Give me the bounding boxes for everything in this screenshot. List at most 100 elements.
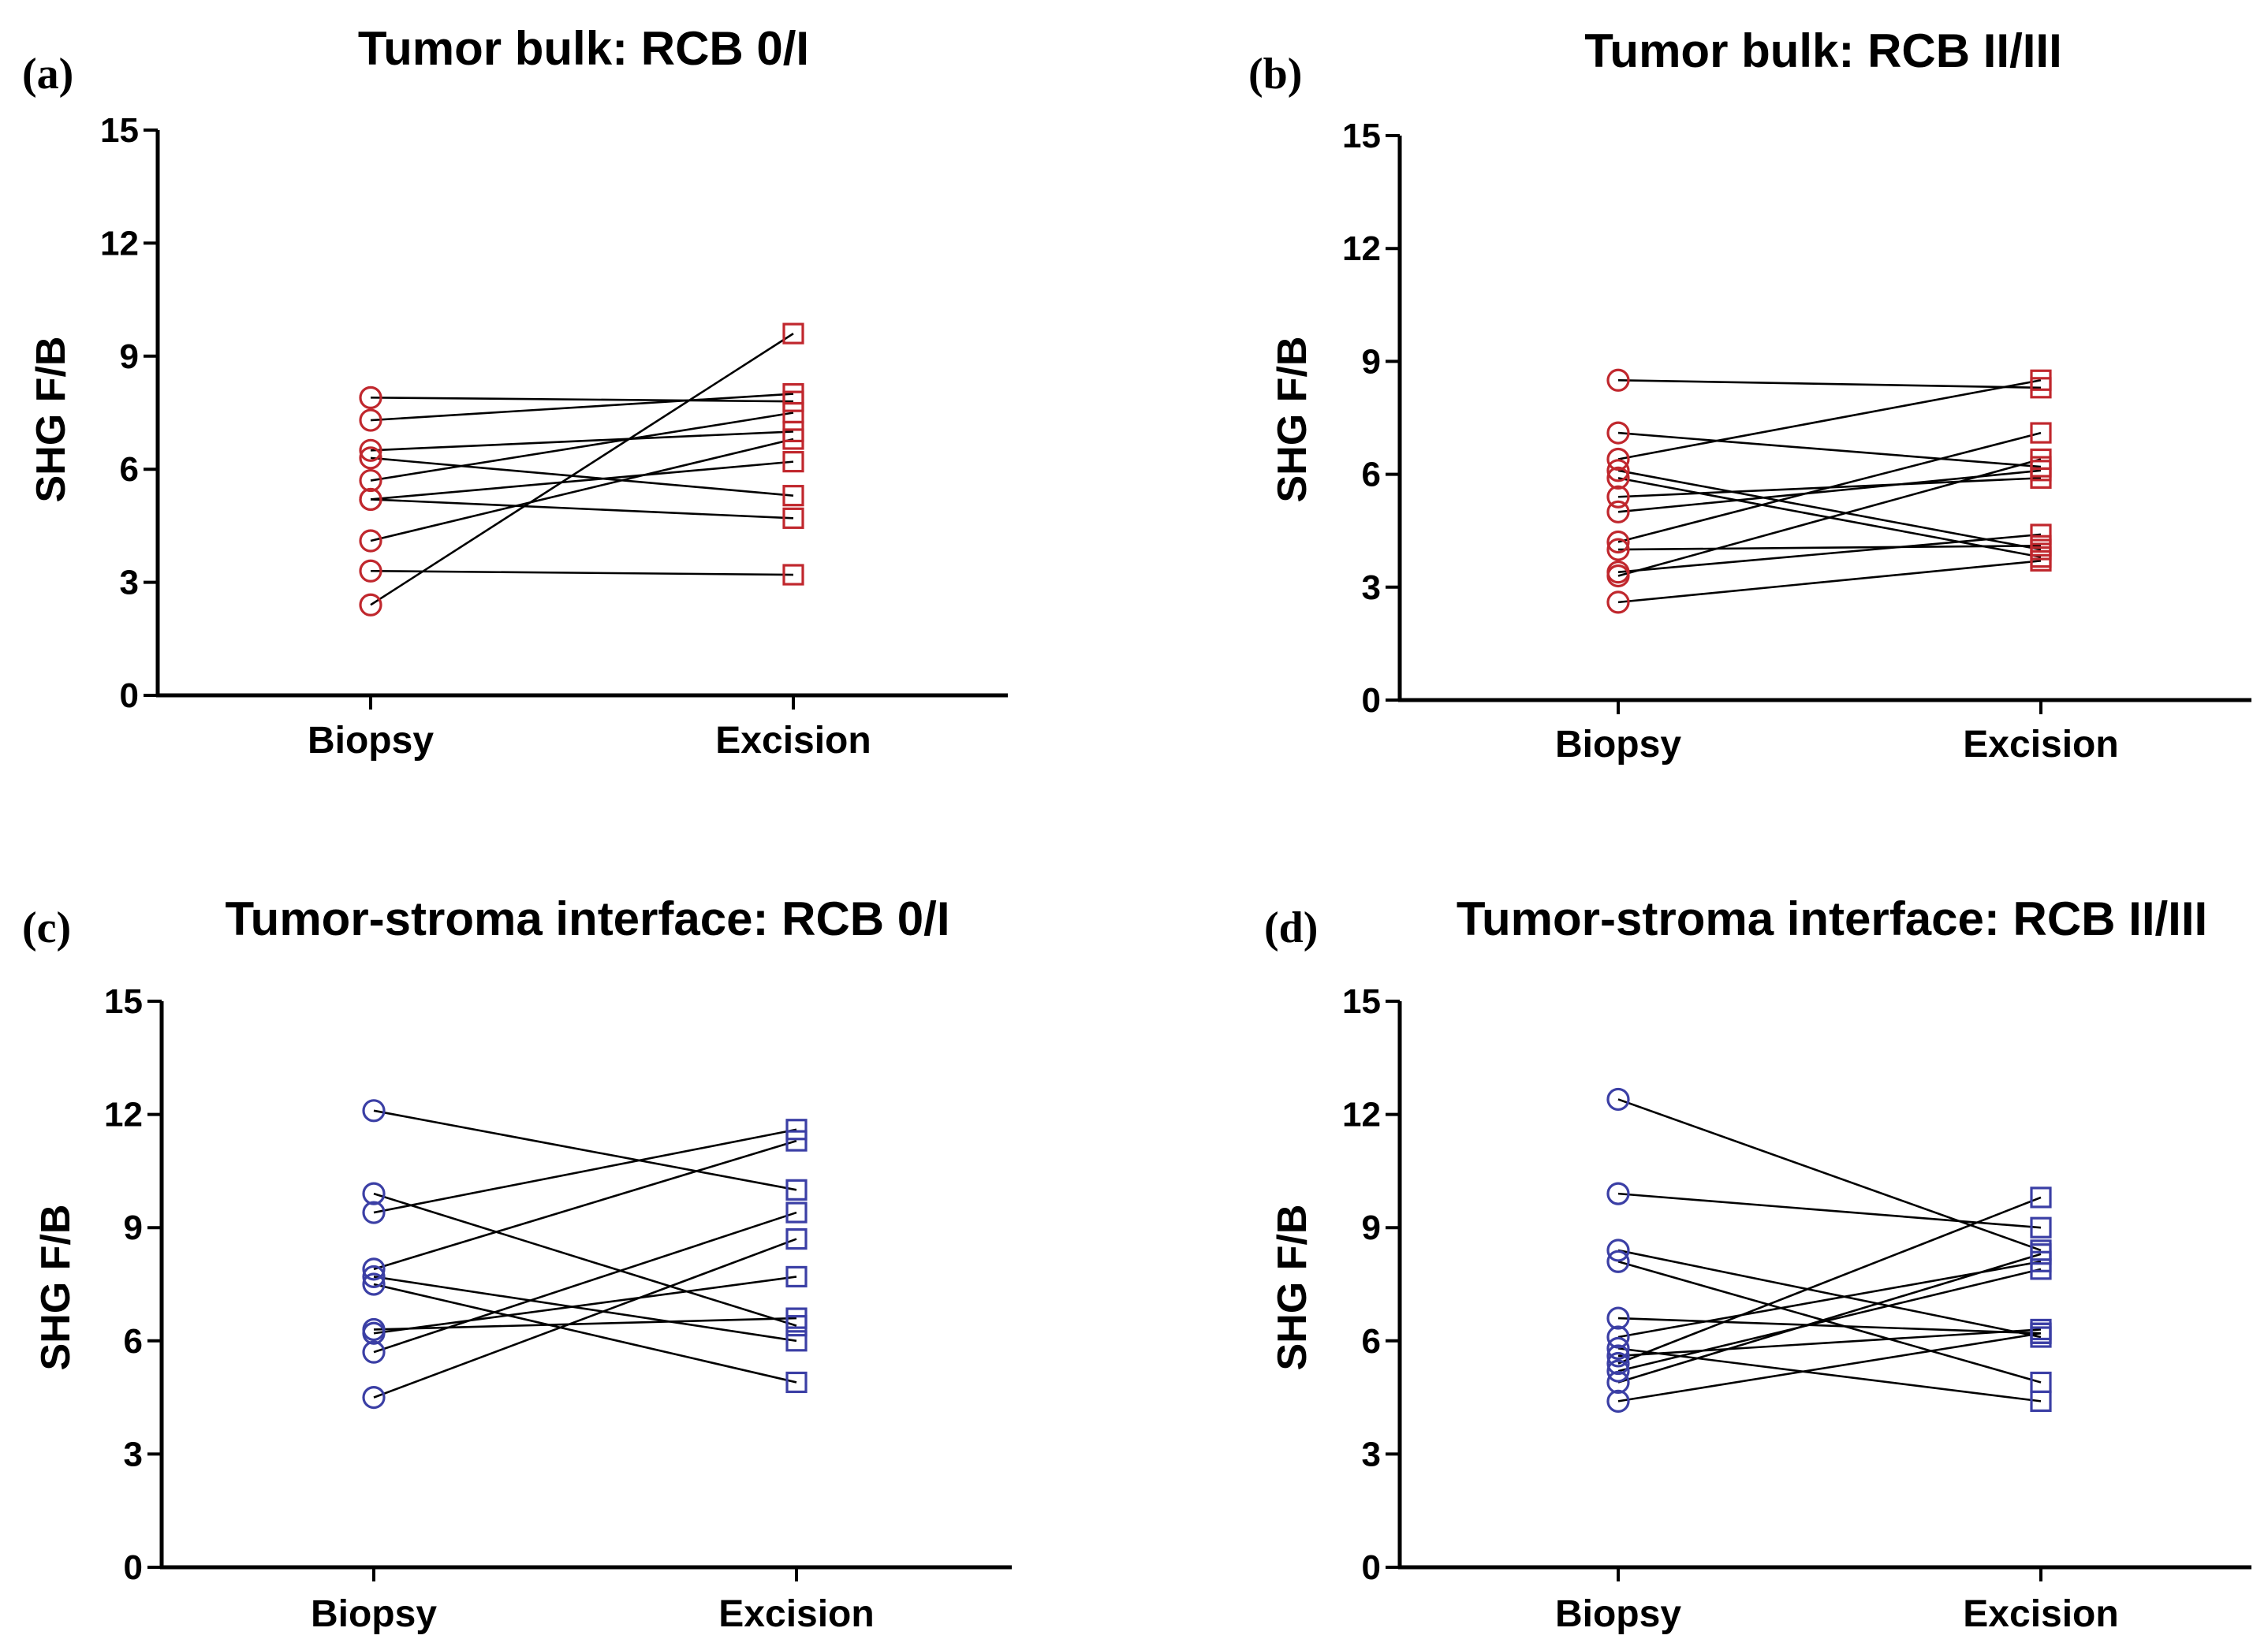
biopsy-point [362, 1385, 386, 1410]
biopsy-point [359, 408, 382, 432]
pair-line [1617, 1332, 2042, 1402]
excision-point [782, 507, 804, 529]
excision-point [2030, 535, 2052, 557]
excision-point [785, 1130, 808, 1152]
biopsy-point [1606, 1344, 1630, 1368]
y-tick-label: 12 [100, 224, 139, 263]
panel-letter: (a) [22, 50, 73, 99]
biopsy-point [1606, 421, 1630, 445]
y-tick-label: 0 [124, 1548, 143, 1587]
excision-point [2030, 549, 2052, 572]
excision-point [782, 322, 804, 345]
biopsy-point [362, 1265, 386, 1289]
panel-d: (d) Tumor-stroma interface: RCB II/III S… [1264, 892, 2251, 1635]
excision-point [2030, 369, 2052, 391]
pair-line [373, 1192, 797, 1327]
pair-line [1617, 469, 2042, 513]
biopsy-point [1606, 1087, 1630, 1112]
y-tick-label: 6 [120, 450, 139, 489]
excision-point [785, 1330, 808, 1352]
panel-letter: (d) [1264, 903, 1318, 952]
biopsy-point [1606, 1351, 1630, 1376]
pair-line [373, 1283, 797, 1384]
biopsy-point [359, 386, 382, 409]
y-tick-label: 9 [124, 1209, 143, 1247]
y-tick-label: 6 [1362, 456, 1381, 494]
pair-line [1617, 1098, 2042, 1252]
pair-line [1617, 1268, 2042, 1373]
plot-area: 0 3 6 9 12 15 [1342, 982, 2251, 1587]
excision-point [2030, 422, 2052, 444]
excision-point [785, 1179, 808, 1201]
biopsy-point [1606, 1359, 1630, 1383]
biopsy-point [362, 1340, 386, 1364]
category-label-excision: Excision [718, 1593, 874, 1635]
biopsy-point [1606, 1182, 1630, 1205]
y-tick-label: 12 [1342, 1096, 1381, 1134]
excision-point [2030, 448, 2052, 471]
pair-line [1617, 1328, 2042, 1358]
y-tick-label: 9 [120, 337, 139, 376]
y-tick-label: 9 [1362, 1209, 1381, 1247]
excision-point [785, 1265, 808, 1288]
biopsy-point [1606, 368, 1630, 392]
pair-line [370, 393, 794, 422]
biopsy-point [362, 1321, 386, 1345]
biopsy-point [359, 487, 382, 512]
pair-line [1617, 458, 2042, 577]
excision-point [782, 401, 804, 424]
pair-line [373, 1238, 797, 1399]
biopsy-point [1606, 564, 1630, 588]
biopsy-point [1606, 466, 1630, 490]
chart-title: Tumor bulk: RCB II/III [1584, 24, 2062, 77]
y-tick-label: 12 [1342, 229, 1381, 268]
biopsy-point [1606, 1389, 1630, 1413]
biopsy-point [1606, 538, 1630, 561]
biopsy-point [1606, 485, 1630, 508]
y-axis-label: SHG F/B [1270, 337, 1315, 503]
biopsy-point [359, 559, 382, 583]
biopsy-point [362, 1272, 386, 1296]
y-tick-label: 0 [1362, 1548, 1381, 1587]
y-tick-label: 12 [104, 1096, 143, 1134]
pair-line [370, 412, 794, 482]
panel-b: (b) Tumor bulk: RCB II/III SHG F/B 0 3 6 9 1… [1248, 24, 2251, 765]
y-tick-label: 15 [104, 982, 143, 1021]
excision-point [2030, 1390, 2052, 1412]
pair-line [370, 498, 794, 520]
pair-line [1617, 1192, 2042, 1229]
biopsy-point [1606, 1325, 1630, 1349]
pair-line [370, 430, 794, 452]
pair-line [1617, 1261, 2042, 1384]
biopsy-point [1606, 590, 1630, 614]
pair-line [1617, 378, 2042, 460]
biopsy-point [1606, 1370, 1630, 1395]
biopsy-point [359, 446, 382, 470]
category-label-biopsy: Biopsy [1555, 1593, 1681, 1635]
excision-point [2030, 1216, 2052, 1239]
biopsy-point [362, 1099, 386, 1123]
excision-point [2030, 1243, 2052, 1265]
biopsy-point [362, 1257, 386, 1281]
pair-line [1617, 1261, 2042, 1339]
chart-title: Tumor bulk: RCB 0/I [358, 22, 809, 75]
pair-line [370, 397, 794, 403]
excision-point [785, 1371, 808, 1394]
biopsy-point [359, 593, 382, 616]
pair-line [1617, 1196, 2042, 1365]
biopsy-point [1606, 500, 1630, 523]
panel-letter: (b) [1248, 50, 1302, 99]
plot-area: 0 3 6 9 12 15 [104, 982, 1012, 1587]
pair-line [370, 333, 794, 606]
chart-title: Tumor-stroma interface: RCB II/III [1457, 892, 2207, 945]
excision-point [2030, 460, 2052, 482]
pair-line [373, 1317, 797, 1331]
pair-line [1617, 469, 2042, 551]
pair-line [1617, 533, 2042, 574]
pair-line [1617, 1347, 2042, 1402]
pair-line [1617, 1317, 2042, 1335]
y-tick-label: 6 [124, 1322, 143, 1361]
y-tick-label: 3 [120, 564, 139, 602]
panel-a: (a) Tumor bulk: RCB 0/I SHG F/B 0 3 6 9 12 15… [22, 22, 1008, 762]
